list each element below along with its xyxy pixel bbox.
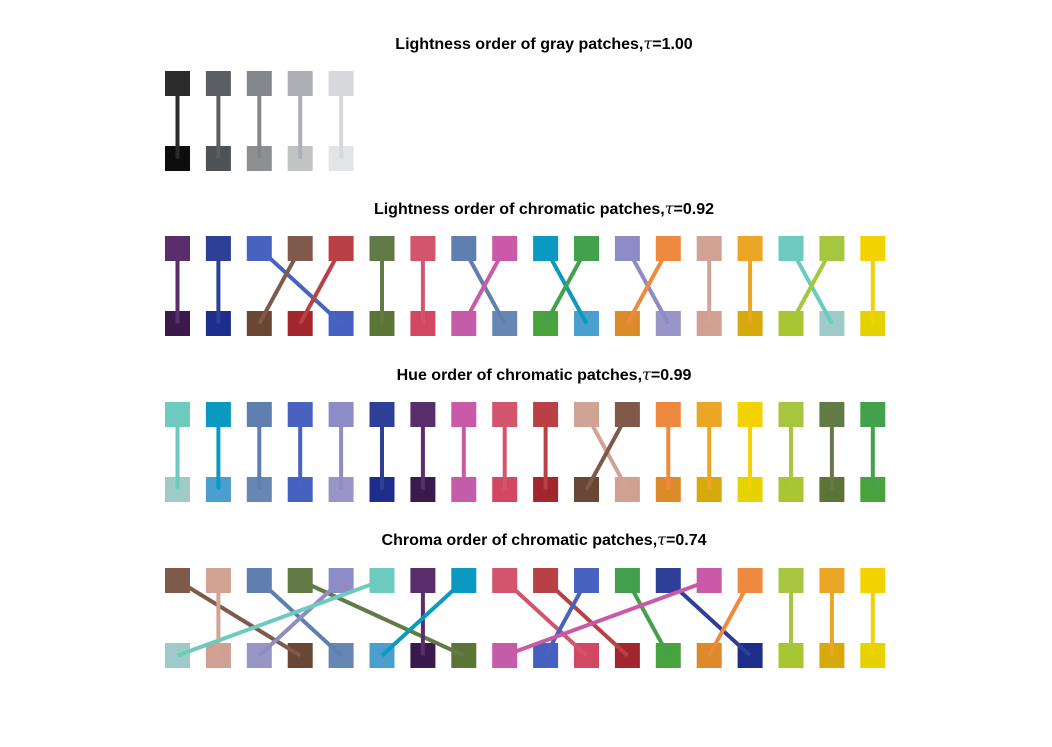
title-text: Lightness order of gray patches, [395,36,643,53]
order-link [380,579,466,657]
tau-symbol: τ [642,365,652,384]
order-link [257,247,302,325]
tau-symbol: τ [643,34,653,53]
panel-title-gray: Lightness order of gray patches,τ=1.00 [395,34,693,53]
tau-value: =1.00 [652,36,693,53]
order-link [625,247,671,325]
order-link [298,247,343,325]
order-link [176,578,383,658]
panel-title-chroma: Chroma order of chromatic patches,τ=0.74 [382,530,707,549]
order-link [625,579,671,657]
title-text: Chroma order of chromatic patches, [382,532,658,549]
order-link [666,579,752,657]
tau-value: =0.74 [666,532,707,549]
order-link [707,579,752,657]
order-link [462,247,507,325]
order-link [504,578,710,658]
order-link [257,579,343,657]
order-link [544,579,629,657]
title-text: Lightness order of chromatic patches, [374,201,665,218]
order-link [584,413,630,491]
panel-title-hue: Hue order of chromatic patches,τ=0.99 [397,365,692,384]
panel-chroma: Chroma order of chromatic patches,τ=0.74 [165,530,886,668]
panel-title-lightness: Lightness order of chromatic patches,τ=0… [374,199,714,218]
order-link [176,578,302,658]
panel-lightness: Lightness order of chromatic patches,τ=0… [165,199,886,336]
tau-value: =0.92 [674,201,715,218]
tau-symbol: τ [657,530,667,549]
panel-hue: Hue order of chromatic patches,τ=0.99 [165,365,886,502]
order-link [503,579,588,657]
order-link [257,247,343,325]
tau-value: =0.99 [651,367,692,384]
order-link [543,247,589,325]
panel-gray: Lightness order of gray patches,τ=1.00 [165,34,693,171]
title-text: Hue order of chromatic patches, [397,367,642,384]
order-link [543,579,589,657]
order-link [789,247,834,325]
tau-symbol: τ [665,199,675,218]
